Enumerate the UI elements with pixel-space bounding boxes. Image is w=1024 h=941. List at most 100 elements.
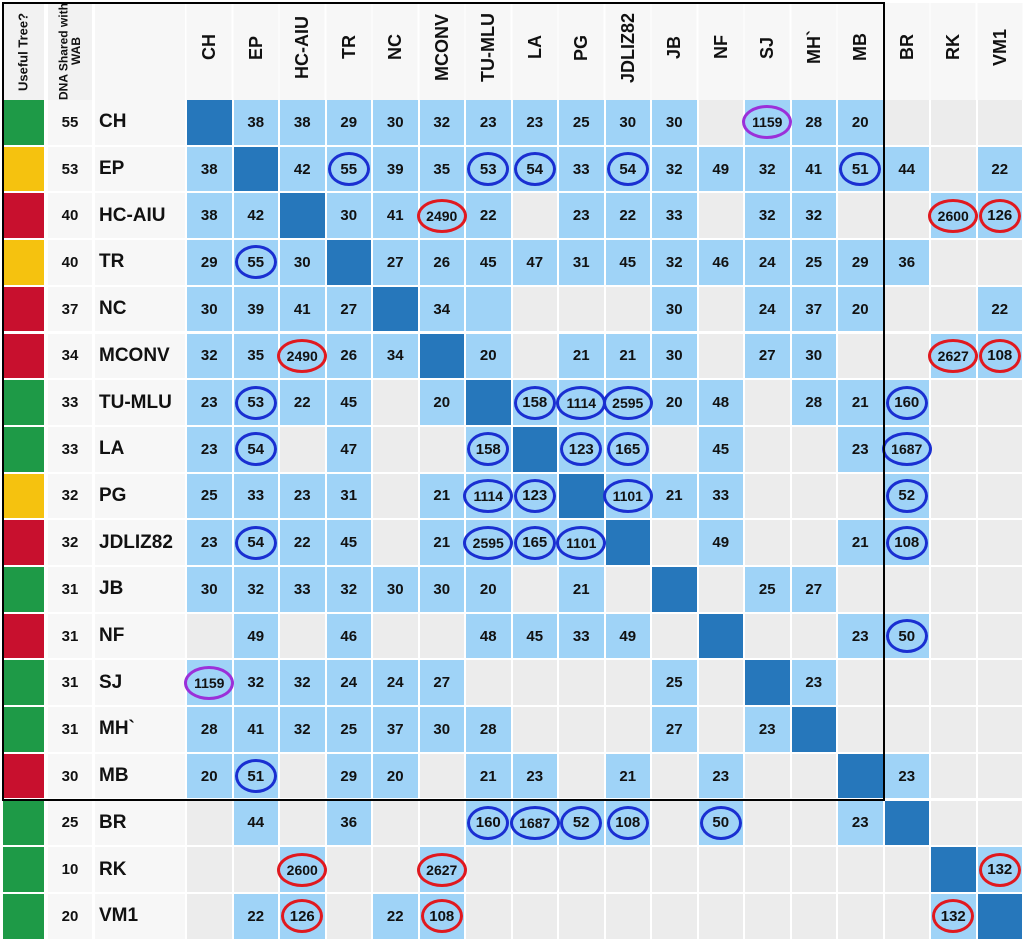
matrix-cell (745, 426, 790, 472)
cell-value: 22 (293, 534, 311, 552)
matrix-cell (605, 707, 650, 752)
matrix-cell (698, 100, 743, 145)
highlight-circle-blue (602, 478, 653, 513)
matrix-cell (884, 146, 929, 192)
matrix-cell (884, 286, 929, 332)
matrix-cell (745, 380, 790, 425)
cell-value: 32 (200, 347, 218, 365)
matrix-cell (326, 847, 371, 892)
matrix-cell (512, 567, 557, 612)
highlight-circle-blue (606, 432, 649, 467)
highlight-circle-blue (885, 619, 928, 654)
useful-tree-indicator (3, 100, 44, 145)
matrix-cell (373, 473, 418, 519)
row-label: BR (95, 800, 185, 846)
highlight-circle-blue (699, 805, 742, 840)
matrix-cell (187, 286, 232, 332)
matrix-cell (791, 426, 836, 472)
cell-value: 23 (851, 814, 869, 832)
matrix-cell (698, 893, 743, 939)
cell-value: 34 (386, 347, 404, 365)
matrix-cell (838, 333, 883, 379)
cell-value: 49 (712, 160, 730, 178)
matrix-cell (373, 100, 418, 145)
diagonal-cell (233, 146, 278, 192)
matrix-cell (791, 753, 836, 799)
matrix-cell (326, 473, 371, 519)
matrix-cell (326, 333, 371, 379)
matrix-cell (466, 707, 511, 752)
cell-value: 20 (851, 113, 869, 131)
matrix-cell (512, 707, 557, 752)
matrix-cell (512, 193, 557, 239)
matrix-cell (838, 800, 883, 846)
highlight-circle-purple (184, 665, 235, 700)
highlight-circle-red (932, 899, 975, 934)
matrix-cell (698, 333, 743, 379)
cell-value: 37 (805, 300, 823, 318)
cell-value: 22 (386, 907, 404, 925)
matrix-cell (791, 380, 836, 425)
cell-value: 35 (247, 347, 265, 365)
cell-value: 21 (479, 767, 497, 785)
matrix-cell (838, 660, 883, 706)
matrix-cell (838, 193, 883, 239)
matrix-cell (931, 567, 976, 612)
matrix-cell (466, 893, 511, 939)
matrix-cell (419, 567, 464, 612)
matrix-cell (977, 567, 1022, 612)
matrix-cell (652, 707, 697, 752)
matrix-cell (512, 240, 557, 285)
matrix-cell (931, 520, 976, 565)
diagonal-cell (652, 567, 697, 612)
matrix-cell (280, 100, 325, 145)
cell-value: 20 (851, 300, 869, 318)
matrix-cell (233, 613, 278, 659)
cell-value: 30 (665, 113, 683, 131)
cell-value: 45 (479, 253, 497, 271)
cell-value: 26 (433, 253, 451, 271)
cell-value: 30 (433, 580, 451, 598)
dna-shared-value: 32 (48, 473, 92, 519)
matrix-cell (419, 800, 464, 846)
highlight-circle-blue (234, 759, 277, 794)
matrix-cell (559, 847, 604, 892)
cell-value: 30 (386, 580, 404, 598)
matrix-cell (698, 286, 743, 332)
cell-value: 20 (665, 394, 683, 412)
matrix-cell (698, 473, 743, 519)
matrix-cell (652, 473, 697, 519)
highlight-circle-red (416, 198, 467, 233)
cell-value: 21 (619, 767, 637, 785)
matrix-cell (977, 100, 1022, 145)
matrix-cell (977, 380, 1022, 425)
matrix-cell (977, 473, 1022, 519)
cell-value: 24 (386, 674, 404, 692)
cell-value: 28 (805, 113, 823, 131)
useful-tree-indicator (3, 520, 44, 565)
cell-value: 35 (433, 160, 451, 178)
matrix-cell (838, 520, 883, 565)
matrix-cell (419, 426, 464, 472)
cell-value: 23 (851, 627, 869, 645)
matrix-cell (187, 380, 232, 425)
matrix-cell (373, 660, 418, 706)
cell-value: 38 (200, 160, 218, 178)
matrix-cell (187, 753, 232, 799)
highlight-circle-blue (234, 385, 277, 420)
matrix-cell (745, 707, 790, 752)
matrix-cell (233, 100, 278, 145)
cell-value: 22 (479, 207, 497, 225)
cell-value: 30 (200, 300, 218, 318)
matrix-cell (233, 660, 278, 706)
cell-value: 23 (805, 674, 823, 692)
diagonal-cell (838, 753, 883, 799)
matrix-cell (884, 707, 929, 752)
cell-value: 38 (200, 207, 218, 225)
cell-value: 23 (479, 113, 497, 131)
matrix-cell (280, 660, 325, 706)
matrix-cell (559, 333, 604, 379)
cell-value: 27 (805, 580, 823, 598)
matrix-cell (884, 753, 929, 799)
matrix-cell (931, 800, 976, 846)
